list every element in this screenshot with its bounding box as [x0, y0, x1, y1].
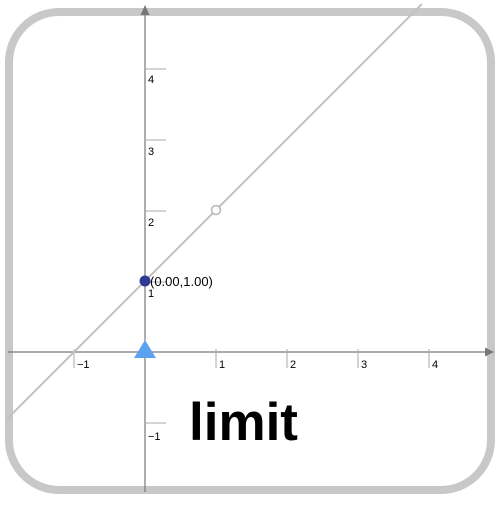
axes	[8, 5, 494, 492]
limit-title: limit	[189, 393, 298, 452]
y-tick-label: 4	[148, 74, 154, 86]
y-tick-labels: 4 3 2 1 −1	[148, 74, 161, 443]
point-coordinate-label: (0.00,1.00)	[150, 274, 213, 289]
x-tick-label: 3	[361, 359, 367, 371]
x-axis-arrow	[485, 347, 494, 357]
y-tick-label: 2	[148, 217, 154, 229]
graph-frame	[5, 8, 495, 494]
y-axis-arrow	[140, 5, 150, 15]
y-tick-label: 3	[148, 146, 154, 158]
y-ticks	[145, 68, 166, 424]
open-point-hole	[210, 204, 222, 216]
y-tick-label: 1	[148, 288, 154, 300]
x-tick-label: 2	[290, 359, 296, 371]
x-tick-label: 4	[432, 359, 438, 371]
slider-marker-triangle[interactable]	[134, 340, 156, 358]
y-tick-label: −1	[148, 431, 161, 443]
movable-point[interactable]	[139, 275, 151, 287]
x-tick-label: −1	[77, 359, 90, 371]
x-tick-label: 1	[219, 359, 225, 371]
x-tick-labels: −1 1 2 3 4	[77, 359, 438, 371]
